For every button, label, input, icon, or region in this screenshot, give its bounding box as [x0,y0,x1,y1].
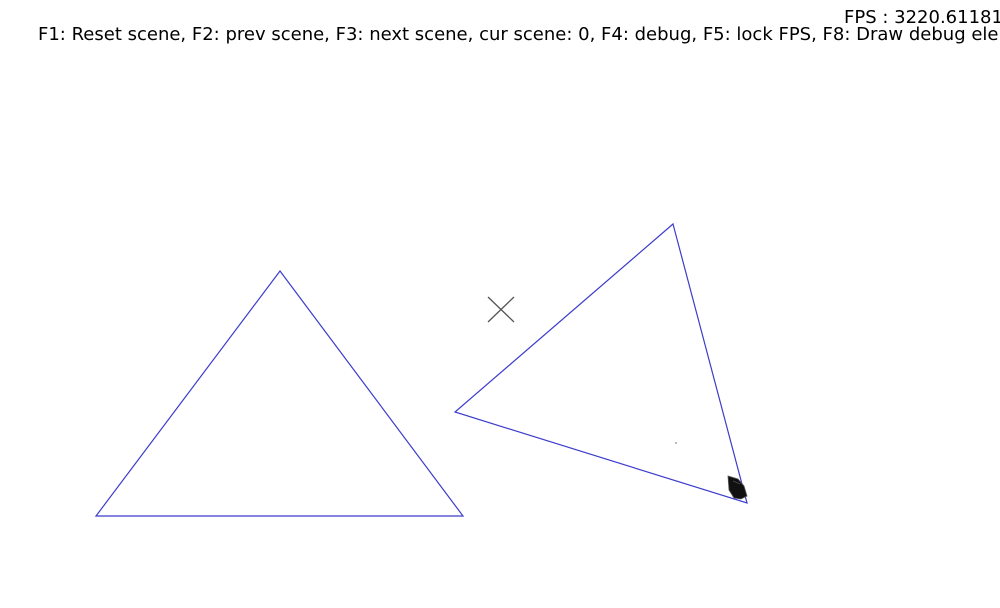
triangle-right[interactable] [453,222,748,504]
mouse-cursor-icon [727,475,748,500]
help-text: F1: Reset scene, F2: prev scene, F3: nex… [38,24,1000,45]
point-marker [675,442,677,444]
x-cross-icon [487,296,515,323]
fps-counter: FPS : 3220.611816 [844,7,1000,28]
triangle-left[interactable] [94,269,465,517]
